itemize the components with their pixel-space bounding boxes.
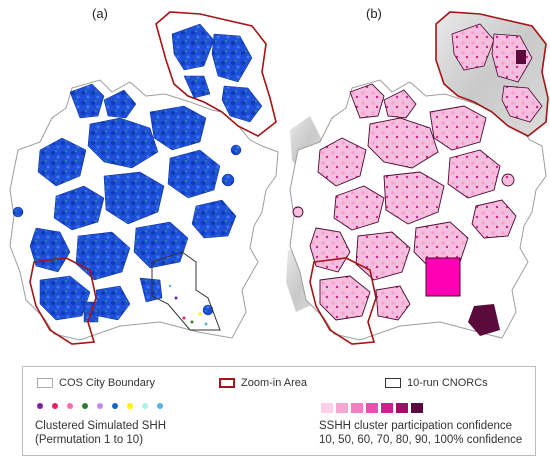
- legend-boundary: COS City Boundary: [37, 377, 155, 389]
- sshh-clusters-b: [292, 83, 517, 321]
- inset-a: [155, 11, 277, 137]
- zoom-swatch: [219, 378, 235, 388]
- confidence-swatch: [366, 403, 378, 413]
- panel-label-b: (b): [366, 6, 382, 21]
- permutation-dot: [127, 403, 133, 409]
- zoom-label: Zoom-in Area: [241, 377, 308, 389]
- confidence-ramp: [321, 403, 423, 413]
- confidence-swatch: [336, 403, 348, 413]
- confidence-swatch: [411, 403, 423, 413]
- confidence-swatch: [321, 403, 333, 413]
- max-confidence-block: [468, 304, 500, 336]
- confidence-swatch: [351, 403, 363, 413]
- sparse-points-a: [168, 284, 208, 326]
- panel-label-a: (a): [92, 6, 108, 21]
- simulated-shh-clusters-a: [12, 83, 242, 323]
- panel-a-map: [9, 11, 279, 345]
- zoom-in-area-b: [309, 257, 377, 345]
- clustered-label: Clustered Simulated SHH: [35, 420, 167, 432]
- permutation-label: (Permutation 1 to 10): [35, 434, 144, 446]
- permutation-dot: [52, 403, 58, 409]
- permutation-dot: [112, 403, 118, 409]
- permutation-dot: [142, 403, 148, 409]
- confidence-swatch: [381, 403, 393, 413]
- cnorc-outline-a: [151, 251, 221, 331]
- permutation-dot: [157, 403, 163, 409]
- permutation-dot: [37, 403, 43, 409]
- inset-b: [435, 11, 549, 137]
- cnorc-label: 10-run CNORCs: [407, 377, 488, 389]
- permutation-dot: [97, 403, 103, 409]
- panel-b-map: [286, 11, 549, 345]
- sshh-label: SSHH cluster participation confidence: [319, 420, 513, 432]
- permutation-dot: [82, 403, 88, 409]
- boundary-label: COS City Boundary: [59, 377, 155, 389]
- confidence-swatch: [396, 403, 408, 413]
- zoom-in-area-a: [29, 257, 97, 345]
- legend-zoom: Zoom-in Area: [219, 377, 307, 389]
- legend-cnorc: 10-run CNORCs: [385, 377, 488, 389]
- map-figure: [9, 11, 549, 345]
- permutation-dot: [67, 403, 73, 409]
- high-confidence-block: [425, 257, 461, 297]
- cnorc-swatch: [385, 378, 401, 388]
- legend: COS City Boundary Zoom-in Area 10-run CN…: [22, 366, 536, 456]
- sshh-values-label: 10, 50, 60, 70, 80, 90, 100% confidence: [319, 434, 523, 446]
- permutation-dots: [37, 403, 163, 409]
- boundary-swatch: [37, 378, 53, 388]
